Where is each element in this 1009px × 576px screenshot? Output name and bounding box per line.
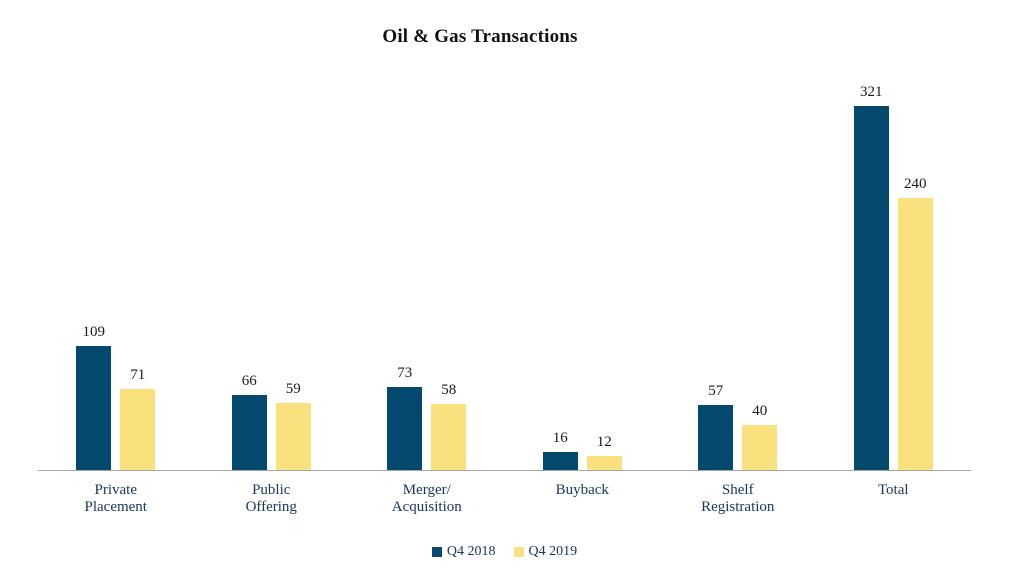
legend-color-swatch [513, 547, 524, 557]
legend-color-swatch [431, 547, 442, 557]
bar-q4-2018 [853, 106, 889, 470]
value-label: 12 [596, 434, 612, 450]
category-label: Private Placement [84, 482, 147, 515]
bar-with-label: 16 [542, 430, 578, 470]
legend-item: Q4 2018 [431, 544, 496, 560]
x-axis-line [38, 470, 971, 471]
bar-q4-2018 [76, 346, 112, 470]
bar-group: 57 40 [660, 383, 816, 470]
bar-q4-2019 [431, 404, 467, 470]
category-axis-labels: Private Placement Public Offering Merger/ … [38, 482, 971, 516]
bar-group: 321 240 [816, 84, 972, 470]
bar-with-label: 40 [742, 403, 778, 470]
value-label: 66 [241, 373, 257, 389]
bar-with-label: 66 [231, 373, 267, 470]
bar-with-label: 58 [431, 382, 467, 470]
category-label: Buyback [555, 482, 609, 498]
value-label: 16 [552, 430, 568, 446]
value-label: 59 [285, 381, 301, 397]
value-label: 321 [860, 84, 883, 100]
legend-item: Q4 2019 [513, 544, 578, 560]
bar-with-label: 109 [76, 324, 112, 470]
bar-with-label: 59 [275, 381, 311, 470]
legend: Q4 2018 Q4 2019 [0, 544, 1009, 560]
bar-q4-2018 [698, 405, 734, 470]
bar-group: 109 71 [38, 324, 194, 470]
value-label: 57 [708, 383, 724, 399]
category-label: Public Offering [245, 482, 297, 515]
bar-group: 66 59 [194, 373, 350, 470]
plot-area: 109 71 66 59 73 58 16 12 57 40 321 240 [38, 70, 971, 470]
category-label: Total [877, 482, 909, 498]
chart-title: Oil & Gas Transactions [382, 26, 578, 47]
bar-group: 73 58 [349, 365, 505, 470]
category-label: Merger/ Acquisition [391, 482, 462, 515]
value-label: 240 [904, 176, 927, 192]
bar-q4-2019 [275, 403, 311, 470]
legend-label: Q4 2018 [446, 544, 496, 559]
value-label: 73 [397, 365, 413, 381]
bar-q4-2018 [387, 387, 423, 470]
value-label: 71 [130, 367, 146, 383]
bar-q4-2019 [897, 198, 933, 470]
category-label: Shelf Registration [701, 482, 775, 515]
bar-q4-2019 [742, 425, 778, 470]
bar-with-label: 71 [120, 367, 156, 470]
bar-with-label: 321 [853, 84, 889, 470]
bar-group: 16 12 [505, 430, 661, 470]
value-label: 58 [441, 382, 457, 398]
bar-with-label: 240 [897, 176, 933, 470]
bar-q4-2019 [120, 389, 156, 470]
bar-with-label: 12 [586, 434, 622, 470]
legend-label: Q4 2019 [528, 544, 578, 559]
bar-q4-2018 [231, 395, 267, 470]
bar-with-label: 57 [698, 383, 734, 470]
bar-q4-2019 [586, 456, 622, 470]
value-label: 40 [752, 403, 768, 419]
bar-with-label: 73 [387, 365, 423, 470]
bar-q4-2018 [542, 452, 578, 470]
value-label: 109 [82, 324, 106, 340]
